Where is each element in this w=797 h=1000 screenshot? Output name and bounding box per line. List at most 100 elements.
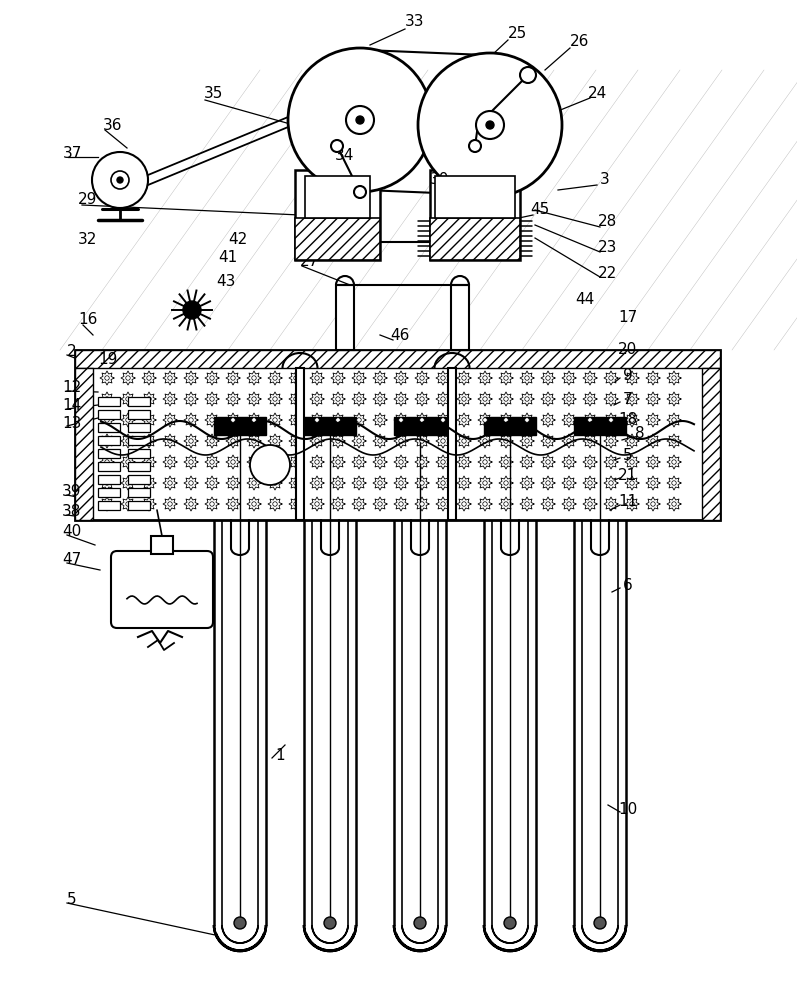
Wedge shape [576, 934, 623, 950]
Circle shape [630, 502, 634, 506]
Text: 16: 16 [78, 312, 98, 328]
Circle shape [672, 418, 676, 422]
Circle shape [651, 460, 655, 464]
Circle shape [231, 376, 235, 380]
Circle shape [630, 376, 634, 380]
Text: 22: 22 [599, 265, 618, 280]
Bar [295, 170, 380, 260]
Circle shape [651, 376, 655, 380]
Circle shape [420, 481, 424, 485]
Bar [336, 285, 354, 350]
Circle shape [546, 418, 550, 422]
Text: 7: 7 [623, 392, 633, 408]
Circle shape [461, 376, 466, 380]
Circle shape [126, 376, 130, 380]
Circle shape [357, 418, 361, 422]
Circle shape [324, 917, 336, 929]
Circle shape [441, 439, 446, 443]
Circle shape [294, 502, 298, 506]
Circle shape [441, 397, 446, 401]
Bar [702, 368, 720, 520]
Circle shape [483, 397, 487, 401]
Circle shape [483, 481, 487, 485]
Circle shape [546, 376, 550, 380]
Circle shape [420, 376, 424, 380]
Wedge shape [582, 925, 618, 943]
Circle shape [546, 397, 550, 401]
Bar [305, 176, 370, 218]
Circle shape [315, 376, 320, 380]
Bar [98, 462, 120, 471]
Circle shape [651, 397, 655, 401]
Circle shape [357, 460, 361, 464]
Circle shape [231, 502, 235, 506]
Circle shape [336, 439, 340, 443]
Circle shape [357, 376, 361, 380]
Circle shape [189, 418, 193, 422]
Circle shape [357, 397, 361, 401]
Text: 10: 10 [618, 802, 638, 818]
Text: 39: 39 [62, 485, 82, 499]
Text: 11: 11 [618, 494, 638, 510]
Circle shape [587, 460, 592, 464]
Circle shape [126, 502, 130, 506]
Circle shape [92, 152, 148, 208]
Text: 44: 44 [575, 292, 595, 308]
Circle shape [252, 439, 257, 443]
Circle shape [420, 397, 424, 401]
Bar [435, 176, 515, 218]
Circle shape [294, 397, 298, 401]
Circle shape [594, 917, 606, 929]
Circle shape [398, 439, 403, 443]
Wedge shape [574, 925, 626, 951]
Circle shape [486, 121, 494, 129]
Circle shape [504, 376, 508, 380]
Text: 40: 40 [62, 524, 81, 540]
Circle shape [546, 460, 550, 464]
Bar [98, 410, 120, 419]
Circle shape [414, 917, 426, 929]
Bar [98, 488, 120, 497]
Circle shape [234, 917, 246, 929]
Circle shape [252, 418, 257, 422]
Text: 3: 3 [600, 172, 610, 188]
Circle shape [461, 481, 466, 485]
Circle shape [630, 397, 634, 401]
Circle shape [420, 418, 424, 422]
Text: 30: 30 [430, 172, 450, 188]
Circle shape [398, 481, 403, 485]
Bar [75, 350, 720, 368]
Circle shape [210, 502, 214, 506]
Circle shape [630, 460, 634, 464]
Circle shape [672, 376, 676, 380]
Bar [98, 501, 120, 510]
Circle shape [378, 502, 383, 506]
Circle shape [587, 418, 592, 422]
Text: 20: 20 [618, 342, 638, 358]
Circle shape [315, 481, 320, 485]
Circle shape [288, 48, 432, 192]
Circle shape [189, 502, 193, 506]
Text: 25: 25 [508, 25, 528, 40]
Circle shape [420, 502, 424, 506]
Circle shape [189, 460, 193, 464]
Text: 8: 8 [635, 426, 645, 442]
Text: 15: 15 [261, 458, 280, 473]
Circle shape [587, 481, 592, 485]
Circle shape [336, 460, 340, 464]
Text: 12: 12 [62, 380, 81, 395]
Circle shape [441, 460, 446, 464]
Text: 5: 5 [67, 892, 77, 908]
Circle shape [546, 439, 550, 443]
Circle shape [111, 171, 129, 189]
Circle shape [336, 418, 340, 422]
Text: 26: 26 [571, 34, 590, 49]
Circle shape [609, 418, 613, 422]
Circle shape [651, 502, 655, 506]
FancyBboxPatch shape [111, 551, 213, 628]
Circle shape [524, 439, 529, 443]
Text: 38: 38 [62, 504, 81, 520]
Circle shape [315, 502, 320, 506]
Text: 18: 18 [618, 412, 638, 428]
Wedge shape [217, 934, 264, 950]
